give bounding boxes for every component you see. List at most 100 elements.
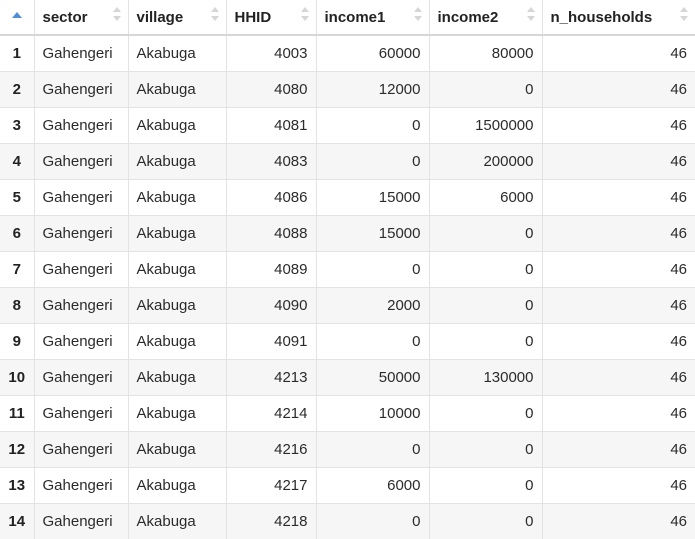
cell-sector: Gahengeri	[34, 71, 129, 108]
column-label-hhid: HHID	[234, 8, 272, 26]
cell-village: Akabuga	[128, 323, 227, 360]
row-index: 5	[0, 179, 35, 216]
cell-village: Akabuga	[128, 71, 227, 108]
cell-village: Akabuga	[128, 395, 227, 432]
cell-village: Akabuga	[128, 431, 227, 468]
cell-income1: 6000	[316, 467, 430, 504]
cell-n-households: 46	[542, 35, 695, 72]
cell-village: Akabuga	[128, 503, 227, 539]
row-index: 14	[0, 503, 35, 539]
table-row: 11 Gahengeri Akabuga 4214 10000 0 46	[0, 395, 695, 432]
cell-sector: Gahengeri	[34, 215, 129, 252]
cell-hhid: 4089	[226, 251, 317, 288]
cell-income1: 0	[316, 143, 430, 180]
cell-income1: 10000	[316, 395, 430, 432]
column-header-sector[interactable]: sector	[34, 0, 129, 36]
row-index: 11	[0, 395, 35, 432]
row-index: 4	[0, 143, 35, 180]
cell-income2: 0	[429, 287, 543, 324]
cell-income2: 0	[429, 71, 543, 108]
cell-n-households: 46	[542, 71, 695, 108]
column-header-income1[interactable]: income1	[316, 0, 430, 36]
table-header-row: sector village HHID income1 income2 n_ho…	[0, 0, 695, 36]
cell-hhid: 4217	[226, 467, 317, 504]
table-row: 5 Gahengeri Akabuga 4086 15000 6000 46	[0, 179, 695, 216]
cell-hhid: 4218	[226, 503, 317, 539]
cell-village: Akabuga	[128, 251, 227, 288]
sort-icon[interactable]	[526, 6, 535, 26]
row-index: 12	[0, 431, 35, 468]
cell-hhid: 4090	[226, 287, 317, 324]
cell-income1: 15000	[316, 179, 430, 216]
cell-village: Akabuga	[128, 35, 227, 72]
column-header-n-households[interactable]: n_households	[542, 0, 695, 36]
cell-village: Akabuga	[128, 467, 227, 504]
sort-icon[interactable]	[300, 6, 309, 26]
cell-n-households: 46	[542, 503, 695, 539]
cell-sector: Gahengeri	[34, 431, 129, 468]
cell-income1: 0	[316, 431, 430, 468]
cell-hhid: 4081	[226, 107, 317, 144]
cell-income2: 0	[429, 215, 543, 252]
cell-hhid: 4086	[226, 179, 317, 216]
cell-hhid: 4216	[226, 431, 317, 468]
sort-icon[interactable]	[413, 6, 422, 26]
column-header-village[interactable]: village	[128, 0, 227, 36]
table-row: 4 Gahengeri Akabuga 4083 0 200000 46	[0, 143, 695, 180]
sort-icon[interactable]	[680, 6, 688, 26]
cell-hhid: 4213	[226, 359, 317, 396]
cell-sector: Gahengeri	[34, 323, 129, 360]
cell-sector: Gahengeri	[34, 287, 129, 324]
row-index: 1	[0, 35, 35, 72]
cell-village: Akabuga	[128, 179, 227, 216]
cell-sector: Gahengeri	[34, 179, 129, 216]
sort-icon[interactable]	[112, 6, 121, 26]
cell-n-households: 46	[542, 359, 695, 396]
cell-income1: 12000	[316, 71, 430, 108]
cell-income2: 130000	[429, 359, 543, 396]
cell-sector: Gahengeri	[34, 359, 129, 396]
cell-hhid: 4088	[226, 215, 317, 252]
row-index-header[interactable]	[0, 0, 35, 36]
column-header-hhid[interactable]: HHID	[226, 0, 317, 36]
cell-sector: Gahengeri	[34, 143, 129, 180]
cell-income2: 0	[429, 467, 543, 504]
cell-n-households: 46	[542, 251, 695, 288]
cell-village: Akabuga	[128, 359, 227, 396]
cell-hhid: 4083	[226, 143, 317, 180]
cell-income1: 0	[316, 107, 430, 144]
row-index: 7	[0, 251, 35, 288]
cell-income1: 2000	[316, 287, 430, 324]
column-label-sector: sector	[42, 8, 88, 26]
table-row: 8 Gahengeri Akabuga 4090 2000 0 46	[0, 287, 695, 324]
cell-village: Akabuga	[128, 287, 227, 324]
cell-income2: 0	[429, 395, 543, 432]
row-index: 6	[0, 215, 35, 252]
cell-sector: Gahengeri	[34, 107, 129, 144]
sort-ascending-icon	[11, 11, 22, 18]
sort-icon[interactable]	[210, 6, 219, 26]
cell-income2: 0	[429, 503, 543, 539]
cell-income1: 0	[316, 503, 430, 539]
cell-income1: 15000	[316, 215, 430, 252]
cell-n-households: 46	[542, 107, 695, 144]
cell-income1: 0	[316, 323, 430, 360]
cell-income2: 200000	[429, 143, 543, 180]
table-row: 2 Gahengeri Akabuga 4080 12000 0 46	[0, 71, 695, 108]
table-row: 10 Gahengeri Akabuga 4213 50000 130000 4…	[0, 359, 695, 396]
cell-n-households: 46	[542, 215, 695, 252]
row-index: 9	[0, 323, 35, 360]
cell-hhid: 4003	[226, 35, 317, 72]
cell-n-households: 46	[542, 143, 695, 180]
cell-village: Akabuga	[128, 143, 227, 180]
cell-income2: 1500000	[429, 107, 543, 144]
cell-sector: Gahengeri	[34, 251, 129, 288]
table-row: 14 Gahengeri Akabuga 4218 0 0 46	[0, 503, 695, 539]
table-row: 13 Gahengeri Akabuga 4217 6000 0 46	[0, 467, 695, 504]
column-header-income2[interactable]: income2	[429, 0, 543, 36]
table-row: 3 Gahengeri Akabuga 4081 0 1500000 46	[0, 107, 695, 144]
cell-income2: 0	[429, 323, 543, 360]
cell-sector: Gahengeri	[34, 503, 129, 539]
cell-hhid: 4091	[226, 323, 317, 360]
